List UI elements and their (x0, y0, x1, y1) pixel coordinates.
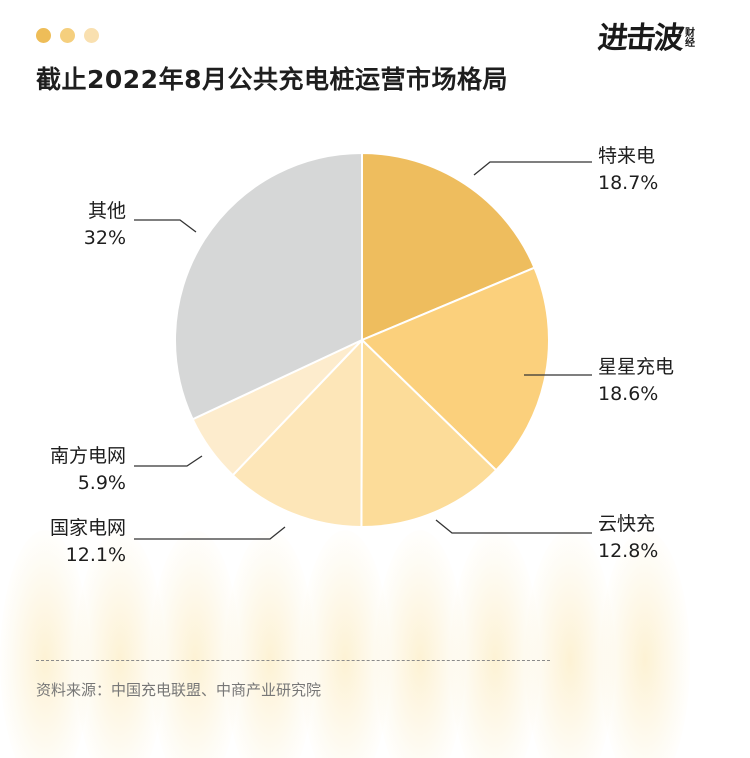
slice-label-6: 其他 (88, 200, 126, 222)
leader-line-1 (473, 161, 592, 176)
source-note: 资料来源：中国充电联盟、中商产业研究院 (36, 681, 322, 699)
slice-label-1: 特来电 (598, 145, 655, 167)
pie-slice-1 (361, 151, 536, 342)
slice-value-label-5: 5.9% (78, 472, 126, 494)
brand-logo: 进击波 财 经 (596, 21, 695, 56)
logo-sub-bottom: 经 (685, 38, 695, 49)
slice-value-label-6: 32% (84, 227, 126, 249)
leader-line-5 (134, 455, 203, 467)
slice-value-label-2: 18.6% (598, 383, 658, 405)
leader-line-6 (134, 219, 197, 233)
dot-1 (36, 28, 51, 43)
pie-chart: 特来电 18.7% 星星充电 18.6% 云快充 12.8% 国家电网 12.1% 南方电网 5.… (50, 145, 674, 566)
divider-line (36, 660, 550, 661)
slice-label-2: 星星充电 (598, 356, 674, 378)
chart-title: 截止2022年8月公共充电桩运营市场格局 (36, 65, 508, 94)
dot-2 (60, 28, 75, 43)
slice-label-5: 南方电网 (50, 445, 126, 467)
pie-slice-4 (231, 337, 364, 529)
logo-sub-top: 财 (685, 27, 695, 39)
window-dots (36, 28, 99, 43)
slice-label-4: 国家电网 (50, 517, 126, 539)
slice-value-label-3: 12.8% (598, 540, 658, 562)
leader-line-4 (134, 526, 286, 540)
logo-sub: 财 经 (685, 27, 695, 50)
background-glow (0, 520, 750, 758)
pie-slices (174, 151, 550, 529)
slice-value-label-4: 12.1% (66, 544, 126, 566)
pie-slice-6 (174, 151, 363, 421)
dot-3 (84, 28, 99, 43)
slice-label-3: 云快充 (598, 513, 655, 535)
slice-labels: 特来电 18.7% 星星充电 18.6% 云快充 12.8% 国家电网 12.1% 南方电网 5.… (50, 145, 674, 566)
pie-slice-3 (360, 337, 498, 529)
leader-lines (134, 161, 592, 540)
leader-line-3 (435, 519, 592, 534)
slice-value-label-1: 18.7% (598, 172, 658, 194)
